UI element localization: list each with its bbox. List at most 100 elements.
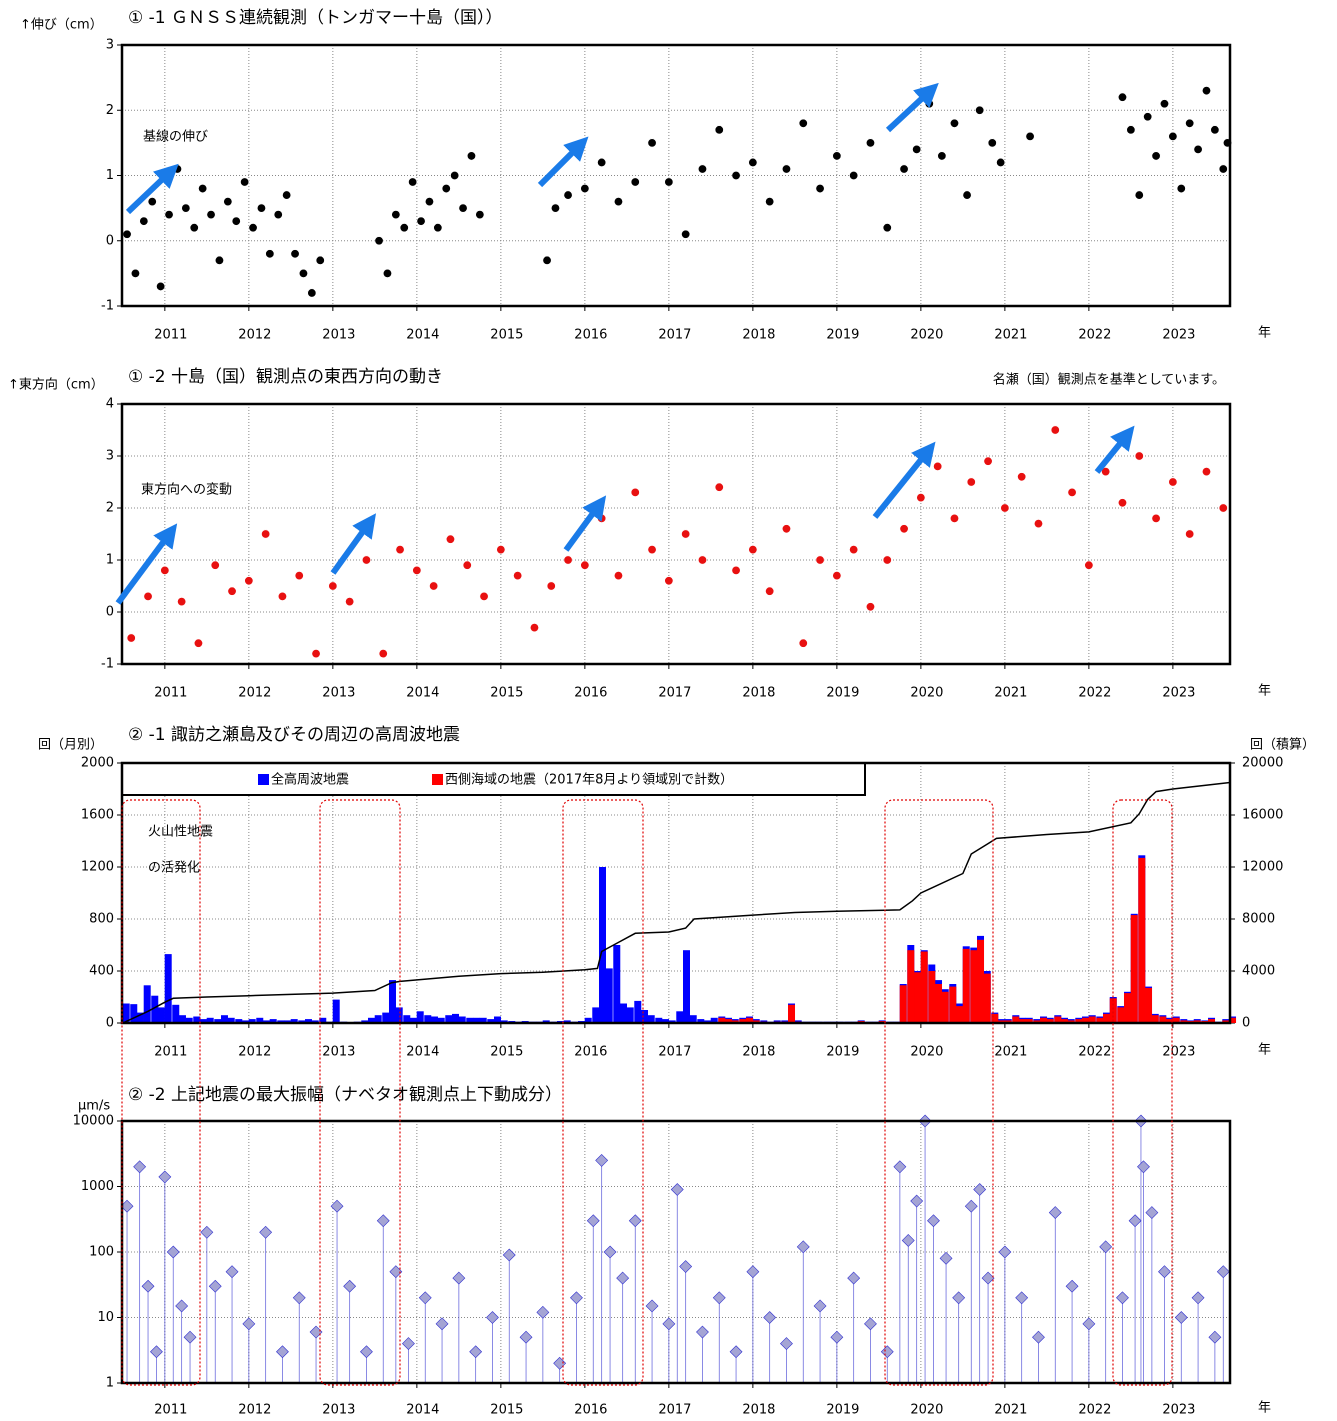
point — [240, 177, 250, 187]
annotation: 基線の伸び — [143, 129, 208, 145]
point — [729, 1345, 743, 1359]
bar — [361, 1020, 369, 1023]
bar — [689, 1015, 697, 1023]
x-tick-label: 2015 — [490, 328, 523, 343]
bar — [277, 1020, 285, 1023]
x-tick-label: 2023 — [1162, 328, 1195, 343]
bar — [136, 1012, 144, 1023]
x-tick-label: 2018 — [742, 1045, 775, 1060]
arrow — [563, 495, 607, 552]
point — [731, 171, 741, 181]
bar — [409, 1017, 417, 1023]
bar — [928, 971, 936, 1023]
bar — [739, 1019, 747, 1023]
point — [175, 1299, 189, 1313]
y2-tick-label: 4000 — [1242, 964, 1275, 979]
plot-frame — [120, 761, 1232, 1025]
x-tick-label: 2021 — [994, 686, 1027, 701]
point — [1117, 92, 1127, 102]
point — [276, 1345, 289, 1359]
legend-box — [121, 762, 866, 796]
point — [832, 571, 842, 581]
point — [328, 581, 338, 591]
point — [647, 545, 657, 555]
point — [981, 1271, 995, 1285]
y-tick-label: 1 — [106, 1376, 114, 1391]
point — [298, 268, 308, 278]
y-tick-label: 1000 — [81, 1179, 114, 1194]
bar — [920, 951, 928, 1023]
bar — [991, 1013, 999, 1023]
point — [225, 1265, 239, 1279]
point — [748, 157, 758, 167]
y-tick-label: 1600 — [81, 808, 114, 823]
point — [996, 157, 1006, 167]
point — [1208, 1330, 1222, 1344]
point — [1168, 477, 1178, 487]
y-tick-label: 0 — [106, 605, 114, 620]
y-tick-label: -1 — [101, 657, 114, 672]
y2-axis-label: 回（積算） — [1250, 738, 1315, 753]
bar — [605, 968, 613, 1023]
chart-panel: ① -2 十島（国）観測点の東西方向の動き ↑東方向（cm） 名瀬（国）観測点を基準… — [8, 367, 1271, 701]
bar — [1159, 1016, 1167, 1023]
point — [433, 223, 443, 233]
bar — [542, 1020, 550, 1023]
point — [458, 203, 468, 213]
y-tick-label: 10 — [97, 1310, 114, 1325]
point — [1067, 487, 1077, 497]
bar — [1130, 915, 1138, 1023]
bar — [130, 1004, 138, 1023]
arrows — [115, 82, 1135, 605]
period-box — [1112, 799, 1173, 1386]
point — [780, 1337, 793, 1350]
y-tick-label: 1 — [106, 168, 114, 183]
bar — [977, 939, 985, 1023]
point — [126, 633, 136, 643]
period-box — [562, 799, 644, 1386]
x-tick-label: 2018 — [742, 686, 775, 701]
point — [519, 1330, 533, 1344]
bar — [1124, 993, 1132, 1023]
point — [311, 649, 321, 659]
point — [223, 197, 233, 207]
chart-title: ① -2 十島（国）観測点の東西方向の動き — [128, 367, 443, 387]
point — [952, 1291, 966, 1305]
point — [1101, 467, 1111, 477]
bar — [704, 1020, 712, 1023]
point — [345, 597, 355, 607]
point — [847, 1271, 861, 1285]
point — [200, 1225, 214, 1239]
bar — [1117, 1007, 1125, 1023]
arrow — [885, 82, 939, 133]
y-tick-label: 3 — [106, 38, 114, 53]
y2-tick-label: 0 — [1242, 1016, 1250, 1031]
bar — [1145, 987, 1153, 1023]
point — [242, 1317, 256, 1331]
bar — [445, 1015, 453, 1023]
point — [277, 591, 287, 601]
point — [210, 560, 220, 570]
point — [382, 268, 392, 278]
bar — [1109, 998, 1117, 1023]
x-tick-label: 2020 — [910, 1403, 943, 1418]
bar — [1088, 1016, 1096, 1023]
point — [1168, 131, 1178, 141]
point — [628, 1214, 642, 1228]
bar — [731, 1020, 739, 1023]
annotation: 東方向への変動 — [141, 482, 232, 498]
bar — [983, 973, 991, 1023]
bar — [451, 1013, 459, 1023]
point — [122, 229, 132, 239]
x-tick-label: 2021 — [994, 328, 1027, 343]
point — [391, 210, 401, 220]
x-tick-label: 2015 — [490, 1403, 523, 1418]
bar — [479, 1017, 487, 1023]
arrow — [330, 513, 377, 575]
point — [664, 177, 674, 187]
point — [1134, 451, 1144, 461]
bar — [185, 1017, 193, 1023]
arrow — [125, 163, 179, 215]
bar — [697, 1019, 705, 1023]
x-tick-label: 2012 — [238, 686, 271, 701]
